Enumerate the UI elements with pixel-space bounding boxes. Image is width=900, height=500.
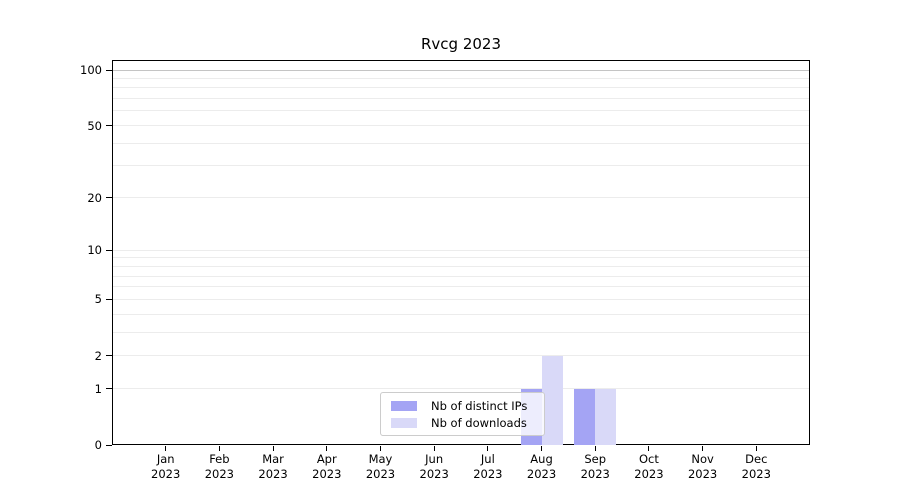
plot-area [112,60,810,445]
y-axis-tick [106,444,112,446]
x-axis-tick [594,446,596,451]
y-tick-label: 0 [94,438,102,452]
x-tick-label: Aug 2023 [526,452,557,481]
x-axis-tick [326,446,328,451]
gridline [113,313,809,315]
x-tick-label: Jul 2023 [473,452,503,481]
x-axis-tick [487,446,489,451]
bar-downloads [541,355,563,445]
gridline [113,77,809,79]
y-tick-label: 1 [94,381,102,396]
x-axis-tick [379,446,381,451]
y-tick-label: 50 [87,118,102,133]
x-axis-tick [648,446,650,451]
distinct-ips-swatch-icon [391,401,417,411]
y-tick-label: 10 [87,243,102,258]
x-axis-tick [433,446,435,451]
x-tick-label: Mar 2023 [258,452,288,481]
gridline [113,286,809,288]
gridline [113,125,809,127]
y-axis-tick [106,249,112,251]
gridline [113,298,809,300]
x-tick-label: Sep 2023 [580,452,610,481]
y-axis-tick [106,388,112,390]
legend-label-distinct-ips: Nb of distinct IPs [431,399,528,413]
x-tick-label: Dec 2023 [741,452,771,481]
y-tick-label: 100 [80,63,102,77]
gridline [113,87,809,89]
x-axis-tick [755,446,757,451]
y-axis-tick [106,298,112,300]
y-axis-tick [106,69,112,71]
x-axis-tick [702,446,704,451]
gridline [113,249,809,251]
gridline [113,331,809,333]
chart-title: Rvcg 2023 [420,35,501,53]
x-axis-tick [541,446,543,451]
legend-row-downloads: Nb of downloads [391,415,536,431]
gridline [113,110,809,112]
x-tick-label: Jan 2023 [151,452,181,481]
bar-distinct-ips [574,388,596,445]
gridline [113,275,809,277]
gridline [113,98,809,100]
y-tick-label: 20 [87,190,102,205]
x-tick-label: Feb 2023 [204,452,235,481]
gridline [113,165,809,167]
downloads-swatch-icon [391,418,417,428]
gridline [113,197,809,199]
x-axis-tick [165,446,167,451]
legend: Nb of distinct IPs Nb of downloads [380,392,545,436]
gridline [113,257,809,259]
x-tick-label: Jun 2023 [419,452,449,481]
gridline [113,69,809,71]
y-axis-tick [106,197,112,199]
y-tick-label: 5 [94,292,102,307]
gridline [113,142,809,144]
x-axis-tick [272,446,274,451]
legend-label-downloads: Nb of downloads [431,416,527,430]
x-tick-label: Apr 2023 [312,452,342,481]
y-tick-label: 2 [94,348,102,363]
y-axis-tick [106,125,112,127]
x-tick-label: Oct 2023 [634,452,664,481]
gridline [113,355,809,357]
x-tick-label: Nov 2023 [687,452,718,481]
bar-downloads [595,388,617,445]
legend-row-distinct-ips: Nb of distinct IPs [391,398,536,414]
gridline [113,265,809,267]
x-tick-label: May 2023 [365,452,396,481]
gridline [113,388,809,390]
y-axis-tick [106,355,112,357]
x-axis-tick [218,446,220,451]
